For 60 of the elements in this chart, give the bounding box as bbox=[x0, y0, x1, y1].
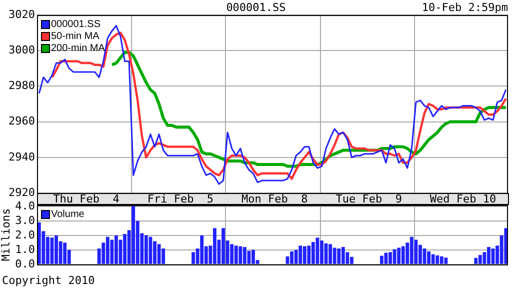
x-tick-label: Thu Feb 4 bbox=[53, 192, 120, 206]
bar bbox=[200, 235, 204, 264]
y-tick-label: 2940 bbox=[8, 150, 35, 164]
bar bbox=[234, 246, 238, 264]
bar bbox=[414, 240, 418, 264]
bar bbox=[294, 250, 298, 264]
bar bbox=[401, 246, 405, 264]
bar bbox=[436, 255, 440, 264]
y-tick-label: 2980 bbox=[8, 79, 35, 92]
bar bbox=[341, 247, 345, 264]
legend-label: 000001.SS bbox=[51, 18, 101, 30]
bar bbox=[110, 240, 114, 264]
bar bbox=[63, 242, 67, 264]
bar bbox=[162, 248, 166, 264]
y-tick-label: 0.0 bbox=[15, 257, 35, 270]
y-tick-label: 2.0 bbox=[15, 228, 35, 242]
bar bbox=[440, 256, 444, 264]
y-axis-title: Millions bbox=[0, 208, 12, 262]
bar bbox=[238, 246, 242, 264]
bar bbox=[332, 248, 336, 264]
bar bbox=[132, 205, 136, 264]
bar bbox=[298, 246, 302, 264]
y-tick-label: 3.0 bbox=[15, 214, 35, 227]
bar bbox=[302, 246, 306, 264]
x-tick-label: Fri Feb 5 bbox=[147, 192, 214, 206]
bar bbox=[431, 254, 435, 264]
bar bbox=[397, 248, 401, 264]
y-tick-label: 2920 bbox=[8, 186, 35, 199]
chart-subtitle: 10-Feb 2:59pm bbox=[422, 1, 508, 14]
text: Copyright 2010 bbox=[2, 274, 95, 287]
x-tick-label: Mon Feb 8 bbox=[242, 192, 308, 206]
bar bbox=[328, 244, 332, 264]
legend-label: 50-min MA bbox=[51, 30, 100, 42]
bar bbox=[311, 242, 315, 264]
x-tick-label: Wed Feb 10 bbox=[430, 192, 496, 206]
bar bbox=[337, 248, 341, 264]
y-tick-label: 3000 bbox=[8, 43, 35, 56]
x-tick-label: Tue Feb 9 bbox=[336, 192, 402, 206]
bar bbox=[242, 247, 246, 264]
bar bbox=[247, 250, 251, 264]
bar bbox=[106, 236, 110, 264]
bar bbox=[474, 258, 478, 264]
bar bbox=[316, 238, 320, 264]
bar bbox=[307, 246, 311, 264]
bar bbox=[212, 228, 216, 264]
bar bbox=[444, 258, 448, 264]
bar bbox=[388, 252, 392, 264]
y-tick-label: 4.0 bbox=[15, 199, 35, 212]
bar bbox=[153, 241, 156, 264]
bar bbox=[144, 235, 148, 264]
y-tick-label: 3020 bbox=[8, 8, 35, 21]
legend-label: Volume bbox=[51, 208, 85, 220]
y-tick-label: 1.0 bbox=[15, 242, 35, 256]
bar bbox=[380, 256, 384, 264]
y-tick-label: 2960 bbox=[8, 114, 35, 128]
chart-title: 000001.SS bbox=[226, 1, 286, 14]
legend-label: 200-min MA bbox=[51, 42, 106, 54]
bar bbox=[410, 236, 414, 264]
bar bbox=[230, 244, 234, 264]
bar bbox=[478, 254, 482, 264]
